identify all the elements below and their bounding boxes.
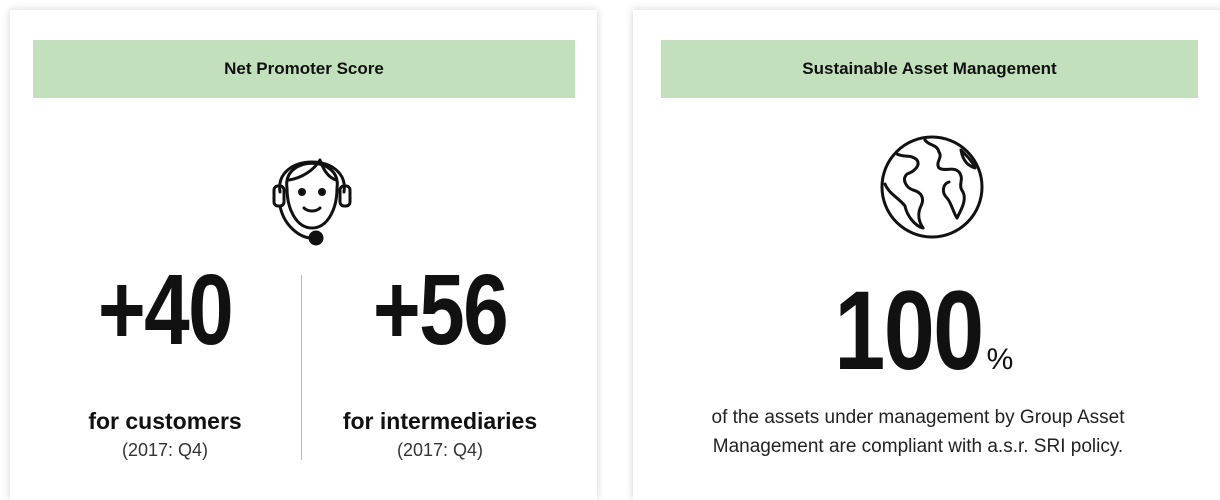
divider bbox=[301, 275, 302, 460]
card-title: Net Promoter Score bbox=[33, 40, 575, 98]
stat-value: +56 bbox=[372, 254, 509, 366]
stat: 100% bbox=[633, 275, 1198, 387]
globe-icon bbox=[880, 135, 984, 239]
stat-note: (2017: Q4) bbox=[121, 440, 209, 460]
card: Sustainable Asset Management 100% of the… bbox=[633, 10, 1220, 500]
stat-value: +40 bbox=[97, 254, 234, 366]
headset-icon bbox=[272, 158, 352, 246]
stat-note: (2017: Q4) bbox=[396, 440, 484, 460]
card-title: Sustainable Asset Management bbox=[661, 40, 1198, 98]
stat-unit: % bbox=[986, 343, 1014, 376]
stat-value: 100 bbox=[833, 268, 984, 393]
stat-label: for customers bbox=[88, 408, 242, 434]
page: Net Promoter Score +40 for customers (20… bbox=[33, 40, 1198, 460]
stat-label: for intermediaries bbox=[342, 408, 538, 434]
card: Net Promoter Score +40 for customers (20… bbox=[10, 10, 597, 500]
description: of the assets under management by Group … bbox=[711, 407, 1125, 457]
